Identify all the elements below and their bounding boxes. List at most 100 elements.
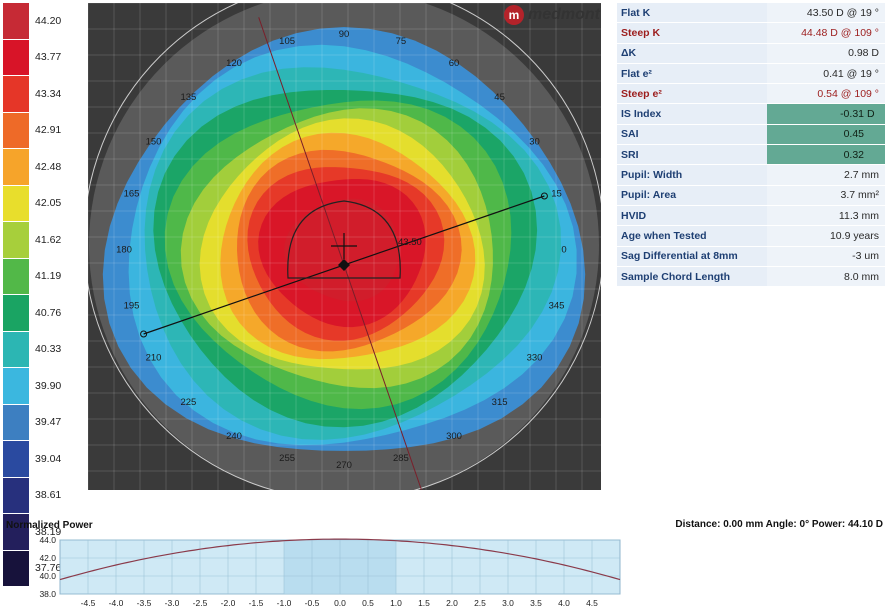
axis-label: 240 — [226, 431, 242, 442]
scale-value: 42.05 — [35, 197, 62, 210]
info-value-text: 0.45 — [843, 128, 864, 141]
scale-swatch — [3, 3, 29, 39]
scale-swatch — [3, 550, 29, 586]
scale-value: 39.04 — [35, 452, 62, 465]
axis-label: 285 — [393, 453, 409, 464]
pupil-outline — [287, 200, 401, 279]
info-value-text: 3.7 mm² — [840, 189, 879, 202]
scale-value: 43.34 — [35, 87, 62, 100]
info-value-text: 44.48 D @ 109 ° — [801, 26, 879, 39]
info-row: SRI 0.32 — [617, 145, 885, 166]
info-value-text: 43.50 D @ 19 ° — [806, 6, 879, 19]
profile-x-tick: -2.5 — [193, 598, 208, 608]
info-value: 0.32 — [767, 145, 885, 165]
scale-swatch — [3, 185, 29, 221]
topography-svg: 9075604530150345330315300285270255240225… — [88, 3, 601, 490]
info-unit: D — [867, 108, 875, 121]
scale-row: 41.19 — [3, 258, 83, 295]
scale-row: 38.19 — [3, 514, 83, 551]
profile-readout: Distance: 0.00 mm Angle: 0° Power: 44.10… — [675, 519, 883, 530]
center-marker-icon — [338, 259, 350, 271]
info-value: -3 um — [767, 246, 885, 266]
info-value: 0.98 D — [767, 43, 885, 63]
info-row: ΔK 0.98 D — [617, 43, 885, 64]
axis-label: 270 — [336, 460, 352, 471]
profile-x-tick: -0.5 — [305, 598, 320, 608]
info-value-text: 0.32 — [843, 148, 864, 161]
power-color-scale: 44.20 43.77 43.34 42.91 42.48 42.05 41.62 41.19… — [3, 3, 83, 587]
profile-x-tick: 1.5 — [418, 598, 430, 608]
info-value: 2.7 mm — [767, 165, 885, 185]
normalized-power-profile[interactable]: 44.0 42.0 40.0 38.0 -4.5 -4.0 -3.5 -3.0 -2.5 -2.0… — [0, 535, 891, 611]
info-value-text: 11.3 mm — [838, 209, 879, 222]
scale-swatch — [3, 514, 29, 550]
axis-label: 105 — [279, 36, 295, 47]
corneal-topography-map[interactable]: 90 75 60 45 30 15 0 345 330 315 300 285 270 255 240 225… — [88, 3, 601, 490]
scale-swatch — [3, 222, 29, 258]
scale-row: 40.33 — [3, 331, 83, 368]
scale-swatch — [3, 39, 29, 75]
scale-value: 38.19 — [35, 525, 62, 538]
info-label: Sample Chord Length — [617, 266, 767, 287]
profile-x-tick: 1.0 — [390, 598, 402, 608]
axis-label: 345 — [549, 300, 565, 311]
profile-title: Normalized Power — [6, 520, 93, 531]
axis-label: 210 — [146, 352, 162, 363]
scale-swatch — [3, 368, 29, 404]
axis-label: 255 — [279, 453, 295, 464]
info-row: Flat e² 0.41 @ 19 ° — [617, 63, 885, 85]
axis-label: 60 — [449, 58, 460, 69]
scale-row: 40.76 — [3, 295, 83, 332]
scale-value: 41.19 — [35, 270, 62, 283]
medmont-logo-icon: m — [504, 5, 524, 25]
info-label: SAI — [617, 124, 767, 145]
scale-value: 39.90 — [35, 379, 62, 392]
brand-logo: m medmont — [504, 5, 600, 25]
scale-value: 43.77 — [35, 51, 62, 64]
info-value-text: 2.7 mm — [843, 169, 879, 182]
profile-x-tick: 3.0 — [502, 598, 514, 608]
scale-row: 43.77 — [3, 39, 83, 76]
info-label: SRI — [617, 145, 767, 165]
info-value: 0.45 — [767, 124, 885, 145]
scale-value: 42.48 — [35, 160, 62, 173]
scale-swatch — [3, 149, 29, 185]
info-label: IS Index — [617, 104, 767, 124]
scale-row: 42.91 — [3, 112, 83, 149]
profile-x-tick: -4.0 — [109, 598, 124, 608]
crosshair-icon — [331, 233, 357, 259]
scale-swatch — [3, 295, 29, 331]
scale-row: 38.61 — [3, 477, 83, 514]
info-value: 44.48 D @ 109 ° — [767, 23, 885, 43]
info-row: Sample Chord Length 8.0 mm — [617, 266, 885, 288]
axis-label: 90 — [339, 29, 350, 40]
scale-row: 39.90 — [3, 368, 83, 405]
info-row: Sag Differential at 8mm -3 um — [617, 246, 885, 267]
profile-x-tick: -1.0 — [277, 598, 292, 608]
info-row: HVID 11.3 mm — [617, 205, 885, 227]
info-value-text: 0.54 @ 109 ° — [817, 87, 879, 100]
info-label: Age when Tested — [617, 226, 767, 246]
profile-x-tick: -1.5 — [249, 598, 264, 608]
info-label: Steep e² — [617, 84, 767, 104]
profile-y-tick: 38.0 — [39, 589, 56, 599]
scale-value: 42.91 — [35, 124, 62, 137]
chord-value-label: 43.50 — [398, 237, 422, 248]
scale-row: 41.62 — [3, 222, 83, 259]
profile-x-tick: -3.0 — [165, 598, 180, 608]
info-label: Flat e² — [617, 63, 767, 84]
scale-swatch — [3, 258, 29, 294]
axis-label: 165 — [124, 189, 140, 200]
scale-swatch — [3, 76, 29, 112]
axis-label: 15 — [551, 189, 562, 200]
scale-row: 39.04 — [3, 441, 83, 478]
scale-row: 43.34 — [3, 76, 83, 113]
brand-name: medmont — [528, 6, 600, 23]
info-label: HVID — [617, 205, 767, 226]
axis-label: 330 — [527, 352, 543, 363]
info-value: 0.41 @ 19 ° — [767, 63, 885, 84]
profile-x-tick: -4.5 — [81, 598, 96, 608]
profile-x-tick: 2.5 — [474, 598, 486, 608]
scale-row: 39.47 — [3, 404, 83, 441]
info-value-text: -0.31 — [840, 108, 864, 121]
